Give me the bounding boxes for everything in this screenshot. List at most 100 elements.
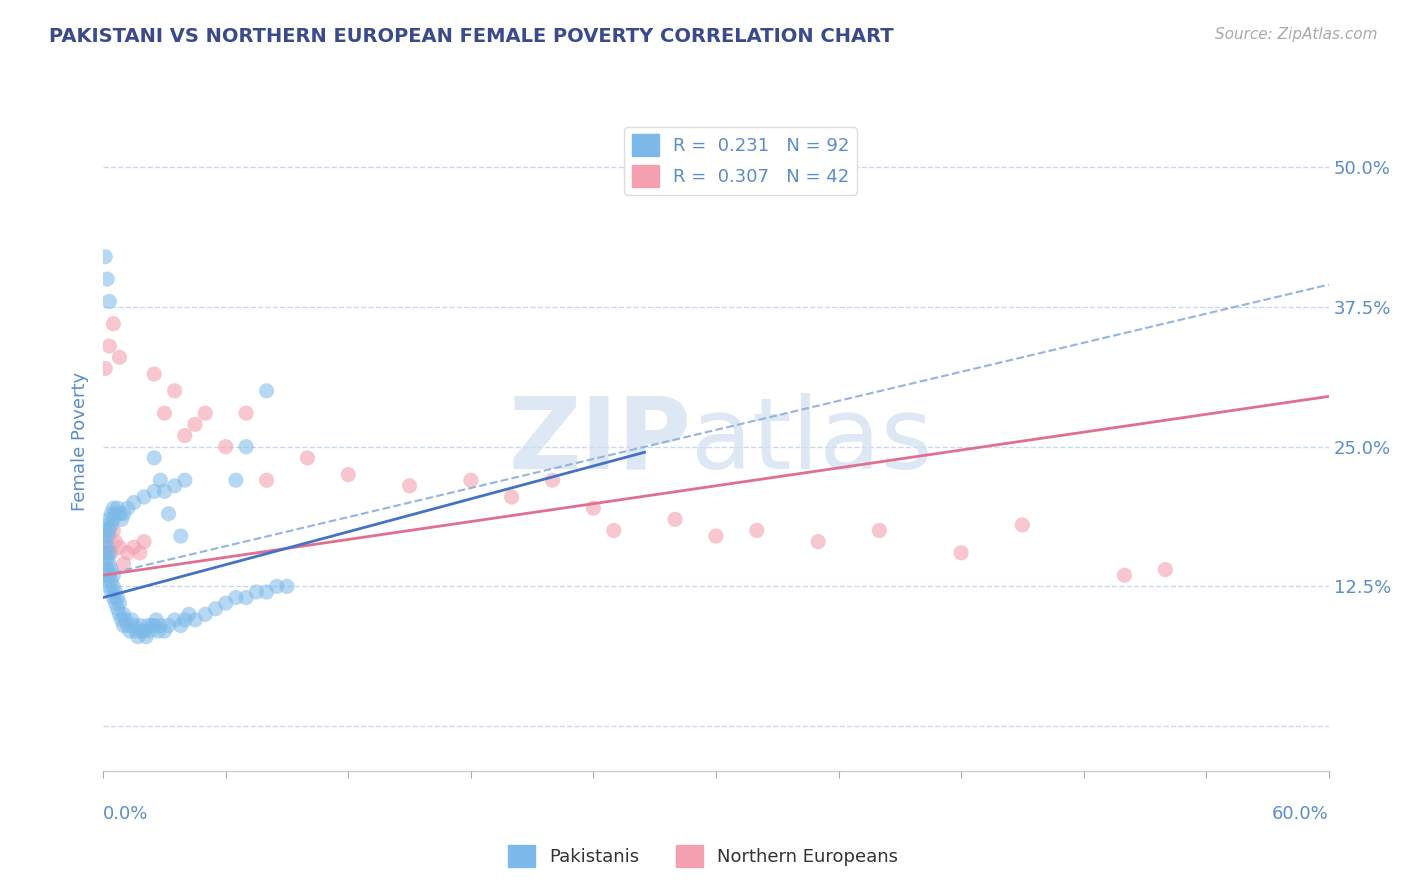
Text: atlas: atlas [692, 392, 934, 490]
Point [256, 384, 278, 398]
Point [117, 501, 139, 516]
Point [127, 630, 149, 644]
Text: 60.0%: 60.0% [1272, 805, 1329, 823]
Point [121, 613, 143, 627]
Point [1154, 563, 1177, 577]
Point [98, 529, 121, 543]
Point [276, 579, 298, 593]
Point [122, 618, 145, 632]
Point [245, 585, 267, 599]
Point [807, 534, 830, 549]
Point [136, 618, 159, 632]
Point [215, 596, 238, 610]
Point [94, 524, 117, 538]
Point [103, 501, 125, 516]
Point [603, 524, 626, 538]
Point [704, 529, 727, 543]
Point [501, 490, 523, 504]
Point [143, 450, 166, 465]
Point [98, 579, 121, 593]
Point [96, 563, 118, 577]
Point [460, 473, 482, 487]
Point [163, 613, 186, 627]
Point [122, 541, 145, 555]
Point [100, 563, 122, 577]
Point [112, 607, 135, 622]
Point [107, 591, 129, 605]
Point [337, 467, 360, 482]
Point [745, 524, 768, 538]
Point [173, 473, 195, 487]
Point [141, 618, 163, 632]
Point [94, 250, 117, 264]
Point [153, 406, 176, 420]
Point [149, 618, 172, 632]
Point [256, 473, 278, 487]
Point [94, 361, 117, 376]
Point [1011, 517, 1033, 532]
Point [868, 524, 890, 538]
Point [1114, 568, 1136, 582]
Point [108, 607, 131, 622]
Point [96, 551, 118, 566]
Point [173, 428, 195, 442]
Legend: R =  0.231   N = 92, R =  0.307   N = 42: R = 0.231 N = 92, R = 0.307 N = 42 [624, 127, 856, 194]
Point [103, 524, 125, 538]
Point [104, 534, 127, 549]
Point [143, 618, 166, 632]
Point [131, 624, 153, 638]
Point [297, 450, 319, 465]
Point [98, 524, 121, 538]
Point [135, 630, 157, 644]
Point [541, 473, 564, 487]
Point [98, 568, 121, 582]
Point [117, 546, 139, 560]
Point [235, 406, 257, 420]
Point [173, 613, 195, 627]
Point [117, 618, 139, 632]
Point [100, 546, 122, 560]
Point [96, 546, 118, 560]
Point [107, 501, 129, 516]
Point [170, 618, 193, 632]
Point [118, 624, 141, 638]
Point [266, 579, 288, 593]
Point [177, 607, 200, 622]
Point [112, 618, 135, 632]
Point [398, 479, 420, 493]
Point [96, 541, 118, 555]
Point [145, 613, 167, 627]
Point [235, 591, 257, 605]
Point [96, 574, 118, 588]
Point [225, 591, 247, 605]
Point [143, 367, 166, 381]
Point [125, 624, 148, 638]
Point [582, 501, 605, 516]
Point [163, 384, 186, 398]
Point [110, 613, 132, 627]
Point [100, 507, 122, 521]
Point [94, 546, 117, 560]
Point [104, 596, 127, 610]
Point [114, 613, 136, 627]
Point [103, 317, 125, 331]
Point [103, 512, 125, 526]
Point [149, 473, 172, 487]
Point [132, 624, 155, 638]
Point [98, 294, 121, 309]
Point [235, 440, 257, 454]
Point [103, 579, 125, 593]
Point [98, 546, 121, 560]
Text: Source: ZipAtlas.com: Source: ZipAtlas.com [1215, 27, 1378, 42]
Point [107, 601, 129, 615]
Point [157, 507, 180, 521]
Point [170, 529, 193, 543]
Point [108, 507, 131, 521]
Point [98, 339, 121, 353]
Point [103, 591, 125, 605]
Point [98, 557, 121, 571]
Text: 0.0%: 0.0% [103, 805, 149, 823]
Point [108, 541, 131, 555]
Point [129, 546, 152, 560]
Point [100, 585, 122, 599]
